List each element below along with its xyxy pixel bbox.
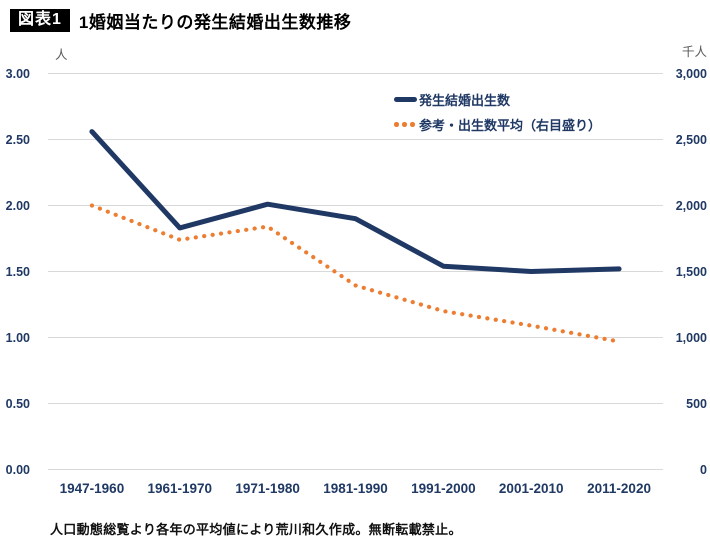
left-axis-tick: 1.00 bbox=[5, 330, 30, 345]
right-axis-tick: 1,500 bbox=[675, 264, 707, 279]
chart-header: 図表1 1婚姻当たりの発生結婚出生数推移 bbox=[10, 8, 351, 33]
legend-label-marital-births: 発生結婚出生数 bbox=[419, 93, 511, 108]
right-axis-tick: 2,000 bbox=[675, 198, 707, 213]
x-axis-tick: 1947-1960 bbox=[59, 481, 125, 496]
left-axis-tick: 0.00 bbox=[5, 462, 30, 477]
right-axis-tick: 3,000 bbox=[675, 66, 707, 81]
legend-label-avg-births: 参考・出生数平均（右目盛り） bbox=[419, 118, 602, 133]
x-axis-tick: 1971-1980 bbox=[235, 481, 300, 496]
legend: 発生結婚出生数 参考・出生数平均（右目盛り） bbox=[394, 87, 601, 137]
left-axis-unit-label: 人 bbox=[55, 48, 68, 62]
x-axis-tick: 1981-1990 bbox=[323, 481, 388, 496]
legend-item-marital-births: 発生結婚出生数 bbox=[394, 87, 601, 112]
series-line-1 bbox=[89, 203, 622, 344]
left-axis-tick: 1.50 bbox=[5, 264, 30, 279]
x-axis-tick: 1961-1970 bbox=[147, 481, 213, 496]
right-axis-tick: 500 bbox=[686, 396, 707, 411]
left-axis-tick: 2.00 bbox=[5, 198, 30, 213]
dotted-line-swatch-icon bbox=[394, 122, 419, 127]
source-note: 人口動態総覧より各年の平均値により荒川和久作成。無断転載禁止。 bbox=[50, 522, 462, 537]
legend-item-avg-births: 参考・出生数平均（右目盛り） bbox=[394, 112, 601, 137]
right-axis-tick: 0 bbox=[700, 462, 707, 477]
gridlines bbox=[48, 73, 663, 470]
right-axis-unit-label: 千人 bbox=[681, 45, 707, 59]
x-axis-tick: 2001-2010 bbox=[498, 481, 564, 496]
left-axis-tick: 0.50 bbox=[5, 396, 30, 411]
x-axis-tick: 2011-2020 bbox=[587, 481, 651, 496]
x-axis-tick: 1991-2000 bbox=[411, 481, 476, 496]
right-axis-tick: 1,000 bbox=[675, 330, 707, 345]
right-axis-tick: 2,500 bbox=[675, 132, 707, 147]
left-axis-tick: 2.50 bbox=[5, 132, 30, 147]
solid-line-swatch-icon bbox=[394, 97, 417, 102]
chart-title: 1婚姻当たりの発生結婚出生数推移 bbox=[78, 13, 352, 32]
series-line-0 bbox=[89, 129, 622, 274]
left-axis-tick: 3.00 bbox=[5, 66, 30, 81]
figure-number-badge: 図表1 bbox=[10, 9, 70, 32]
